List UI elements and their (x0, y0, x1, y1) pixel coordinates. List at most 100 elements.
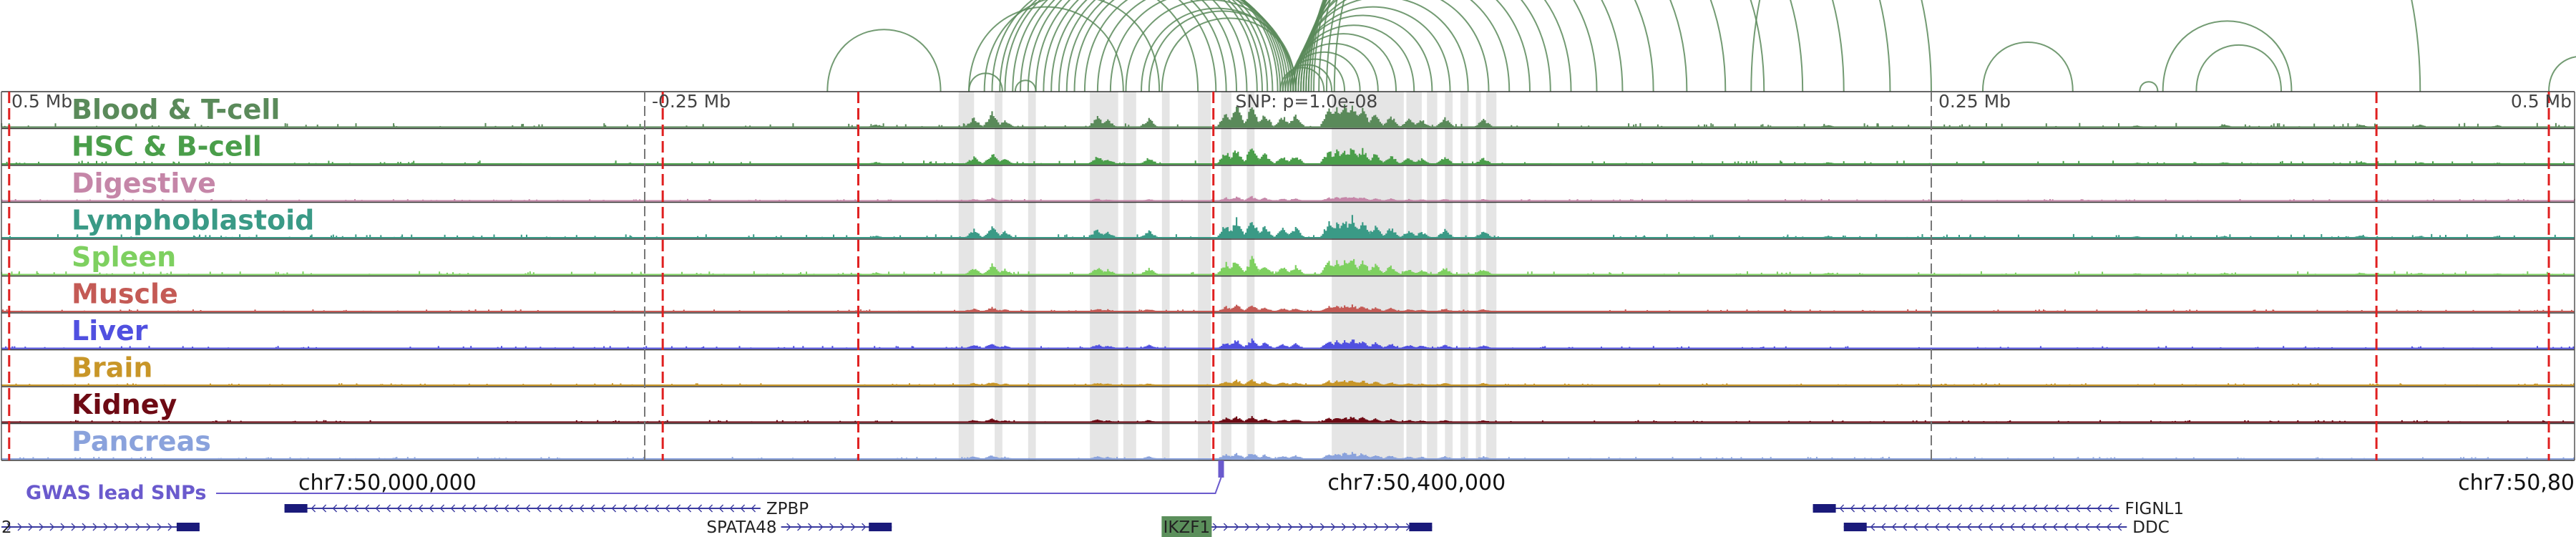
signal-peak (1256, 307, 1274, 311)
signal-peak (1287, 420, 1304, 422)
signal-peak (1382, 382, 1400, 385)
signal-peak (2411, 162, 2429, 164)
signal-peak (1140, 268, 1158, 275)
signal-peak (1382, 116, 1400, 127)
signal-peak (1367, 342, 1385, 349)
chromatin-loop (1312, 0, 1804, 92)
signal-peak (1413, 270, 1431, 275)
gene-exon (284, 504, 308, 513)
gene-label: FIGNL1 (2125, 500, 2185, 518)
chromatin-loop (1287, 51, 1361, 92)
coordinate-label: chr7:50,80 (2458, 470, 2575, 495)
signal-peak (2215, 272, 2233, 275)
signal-peak (1099, 420, 1117, 422)
signal-peak (1228, 304, 1246, 311)
signal-peak (1413, 120, 1431, 127)
signal-peak (1287, 343, 1304, 349)
signal-peak (1243, 379, 1261, 385)
signal-peak (2215, 162, 2233, 164)
gene-label: SPATA48 (706, 518, 776, 537)
chromatin-loop (1027, 0, 1258, 92)
signal-peak (1436, 344, 1454, 349)
signal-peak (1436, 228, 1454, 238)
signal-peak (1367, 154, 1385, 164)
signal-peak (1243, 338, 1261, 349)
signal-peak (1820, 125, 1838, 127)
signal-peak (1287, 309, 1304, 311)
signal-peak (983, 418, 1001, 422)
chromatin-loop (1161, 17, 1297, 92)
gene-label: 2 (1, 518, 12, 537)
gene-exon (176, 523, 200, 531)
signal-peak (1243, 454, 1261, 459)
chromatin-loop (1004, 0, 1227, 92)
gene-exon (1843, 523, 1867, 531)
signal-peak (965, 456, 983, 459)
signal-peak (1475, 309, 1493, 311)
signal-peak (1367, 418, 1385, 422)
signal-peak (965, 268, 983, 275)
signal-peak (1140, 199, 1158, 201)
signal-peak (2128, 163, 2146, 164)
chromatin-loop (1083, 0, 1287, 92)
signal-peak (2352, 162, 2370, 164)
signal-peak (1367, 455, 1385, 459)
signal-peak (1367, 115, 1385, 127)
signal-peak (1475, 420, 1493, 422)
chromatin-loop (1310, 0, 1765, 92)
gene-label: IKZF1 (1163, 518, 1211, 537)
signal-peak (1099, 231, 1117, 238)
signal-peak (996, 120, 1014, 127)
signal-peak (1413, 158, 1431, 164)
track-label: HSC & B-cell (72, 131, 262, 163)
track-label: Blood & T-cell (72, 94, 280, 125)
signal-peak (965, 199, 983, 201)
track-label: Liver (72, 315, 148, 347)
signal-peak (1367, 226, 1385, 238)
signal-peak (996, 159, 1014, 164)
signal-peak (1228, 416, 1246, 422)
signal-peak (1382, 344, 1400, 349)
signal-peak (1140, 344, 1158, 349)
chromatin-loop (1073, 0, 1284, 92)
loops-layer (826, 0, 2576, 92)
signal-peak (2411, 125, 2429, 127)
signal-peak (1413, 456, 1431, 459)
signal-peak (1287, 455, 1304, 459)
chromatin-loop (1141, 7, 1294, 92)
signal-peak (1382, 228, 1400, 238)
signal-peak (1099, 160, 1117, 164)
signal-peak (965, 228, 983, 238)
chromatin-loop (968, 6, 1124, 92)
gwas-track-label: GWAS lead SNPs (26, 482, 206, 504)
chromatin-loop (826, 29, 942, 92)
signal-peak (1475, 382, 1493, 385)
signal-peak (1140, 230, 1158, 238)
signal-peak (1436, 199, 1454, 201)
signal-peak (1287, 198, 1304, 201)
signal-peak (1256, 267, 1274, 275)
chromatin-loop (1299, 0, 1551, 92)
signal-peak (1382, 265, 1400, 275)
signal-peak (1256, 198, 1274, 201)
chromatin-loop (1043, 0, 1269, 92)
signal-peak (1475, 231, 1493, 238)
signal-peak (965, 309, 983, 311)
chromatin-loop (1012, 0, 1238, 92)
signal-peak (2489, 125, 2507, 127)
chromatin-loop (1065, 0, 1282, 92)
signal-peak (1228, 379, 1246, 385)
signal-peak (983, 154, 1001, 164)
signal-peak (1256, 342, 1274, 349)
signal-peak (996, 231, 1014, 238)
chromatin-loop (1750, 0, 2421, 92)
gene-label-box (1161, 516, 1212, 537)
snp-pvalue-label: SNP: p=1.0e-08 (1236, 91, 1378, 112)
signal-peak (1436, 309, 1454, 311)
signal-peak (1228, 196, 1246, 201)
relative-tick-label: 0.25 Mb (1938, 91, 2011, 112)
signal-peak (2489, 163, 2507, 164)
signal-noise (5, 346, 2575, 349)
signal-peak (2128, 273, 2146, 275)
